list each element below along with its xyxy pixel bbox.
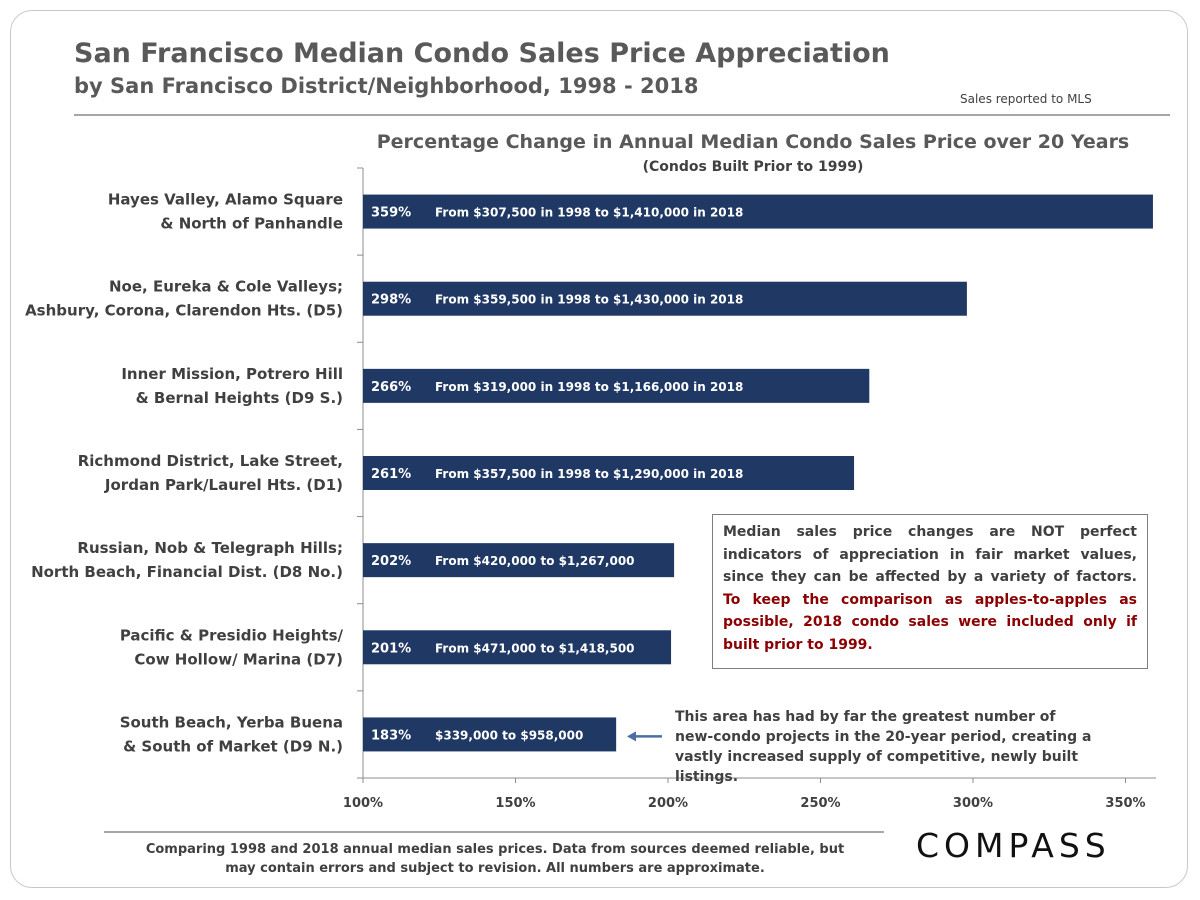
callout-arrow-icon: [627, 731, 636, 742]
bar-price-range-label: From $307,500 in 1998 to $1,410,000 in 2…: [435, 206, 743, 220]
bar: [363, 543, 675, 578]
page-title: San Francisco Median Condo Sales Price A…: [74, 38, 890, 69]
category-label: South Beach, Yerba Buena: [120, 713, 343, 731]
footer-divider: [104, 831, 884, 833]
bar-value-label: 266%: [371, 380, 411, 395]
disclaimer-text: Median sales price changes are NOT perfe…: [723, 524, 1137, 585]
bar-price-range-label: From $359,500 in 1998 to $1,430,000 in 2…: [435, 293, 743, 307]
category-label: Jordan Park/Laurel Hts. (D1): [104, 476, 343, 494]
category-label: Cow Hollow/ Marina (D7): [134, 650, 343, 668]
bar-value-label: 201%: [371, 641, 411, 656]
title-divider: [74, 114, 1170, 116]
category-label: Richmond District, Lake Street,: [78, 452, 343, 470]
category-label: Noe, Eureka & Cole Valleys;: [109, 278, 343, 296]
bar-value-label: 202%: [371, 554, 411, 569]
bar-value-label: 261%: [371, 467, 411, 482]
x-tick-label: 350%: [1105, 796, 1145, 811]
disclaimer-box: Median sales price changes are NOT perfe…: [712, 514, 1148, 669]
x-tick-label: 150%: [495, 796, 535, 811]
bar-price-range-label: From $357,500 in 1998 to $1,290,000 in 2…: [435, 467, 743, 481]
x-tick-label: 250%: [800, 796, 840, 811]
bar: [363, 194, 1153, 229]
bar: [363, 630, 672, 665]
category-label: & North of Panhandle: [160, 215, 343, 233]
chart-title: Percentage Change in Annual Median Condo…: [376, 131, 1130, 153]
x-tick-label: 300%: [953, 796, 993, 811]
category-label: Pacific & Presidio Heights/: [120, 626, 344, 644]
bar: [363, 456, 855, 490]
category-label: Hayes Valley, Alamo Square: [108, 191, 343, 209]
category-label: & South of Market (D9 N.): [123, 737, 343, 755]
compass-logo: COMPASS: [916, 826, 1111, 865]
category-label: Ashbury, Corona, Clarendon Hts. (D5): [25, 302, 343, 320]
bar-price-range-label: $339,000 to $958,000: [435, 728, 583, 742]
bar-price-range-label: From $319,000 in 1998 to $1,166,000 in 2…: [435, 380, 743, 394]
category-label: Russian, Nob & Telegraph Hills;: [77, 539, 343, 557]
disclaimer-highlight: To keep the comparison as apples-to-appl…: [723, 591, 1137, 653]
south-beach-callout: This area has had by far the greatest nu…: [675, 709, 1092, 785]
category-label: North Beach, Financial Dist. (D8 No.): [31, 563, 343, 581]
bar-price-range-label: From $471,000 to $1,418,500: [435, 641, 635, 655]
category-label: Inner Mission, Potrero Hill: [121, 365, 343, 383]
bar: [363, 281, 967, 316]
bar-value-label: 298%: [371, 293, 411, 308]
bar-price-range-label: From $420,000 to $1,267,000: [435, 554, 635, 568]
bar-value-label: 183%: [371, 728, 411, 743]
bar: [363, 368, 870, 403]
bar-value-label: 359%: [371, 206, 411, 221]
x-tick-label: 100%: [343, 796, 383, 811]
page-subtitle: by San Francisco District/Neighborhood, …: [74, 74, 699, 98]
x-tick-label: 200%: [648, 796, 688, 811]
source-note: Sales reported to MLS: [960, 92, 1092, 106]
bar: [363, 717, 617, 752]
footer-note: Comparing 1998 and 2018 annual median sa…: [145, 842, 845, 876]
chart-subtitle: (Condos Built Prior to 1999): [642, 159, 864, 175]
category-label: & Bernal Heights (D9 S.): [136, 389, 343, 407]
